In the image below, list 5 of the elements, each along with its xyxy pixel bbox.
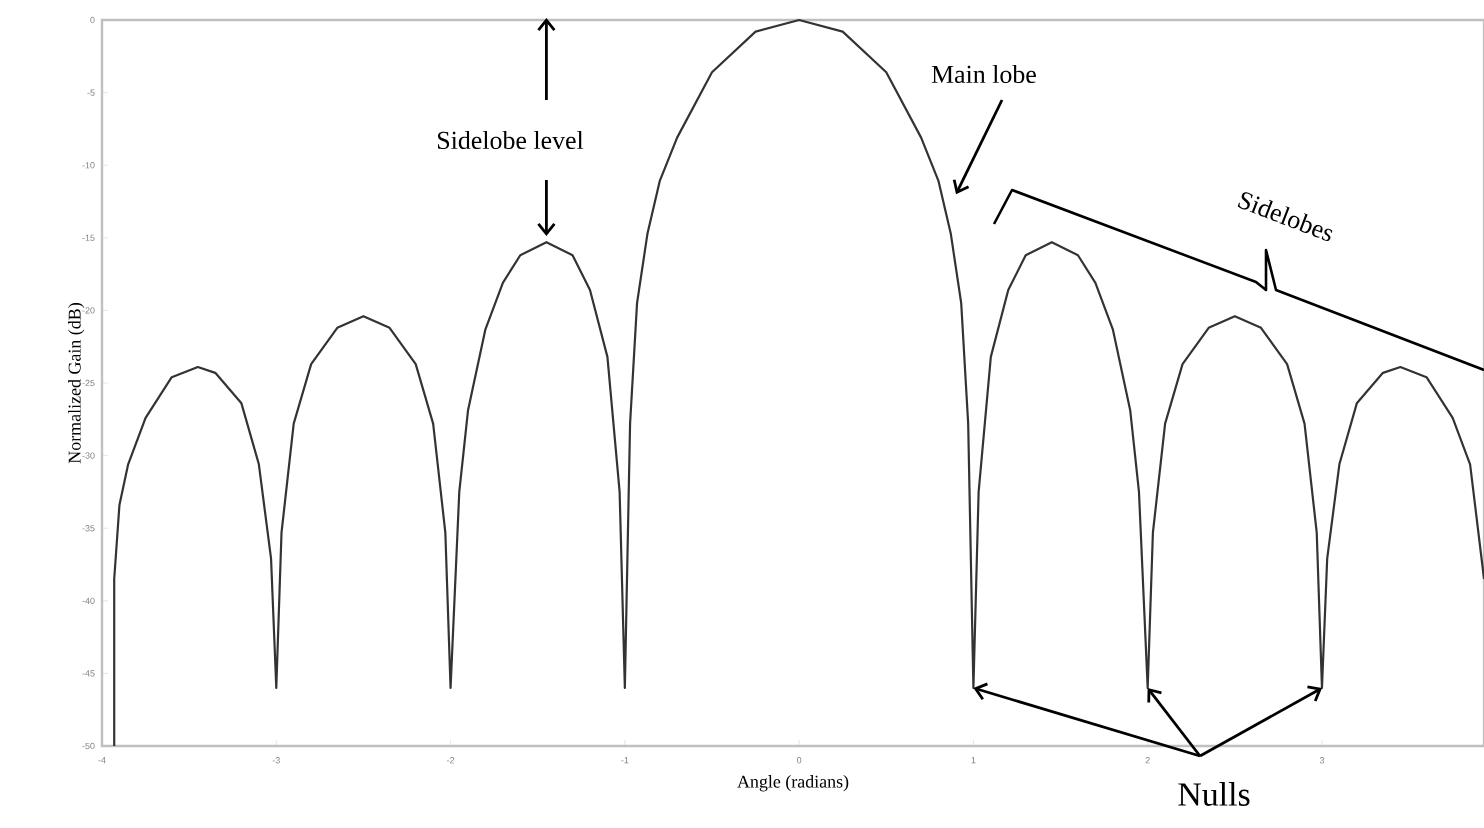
annotation: Nulls [1178, 782, 1250, 806]
annotation: Sidelobe level [438, 130, 584, 150]
x-axis-title: Angle (radians) [737, 775, 849, 792]
annotation: Main lobe [931, 64, 1036, 84]
line-series [113, 18, 1484, 748]
